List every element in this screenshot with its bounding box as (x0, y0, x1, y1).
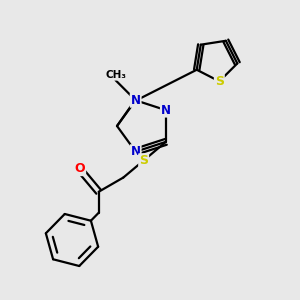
Text: CH₃: CH₃ (105, 70, 126, 80)
Text: S: S (139, 154, 148, 167)
Text: N: N (161, 103, 171, 117)
Text: O: O (74, 162, 85, 175)
Text: S: S (215, 75, 224, 88)
Text: N: N (131, 145, 141, 158)
Text: N: N (131, 94, 141, 107)
